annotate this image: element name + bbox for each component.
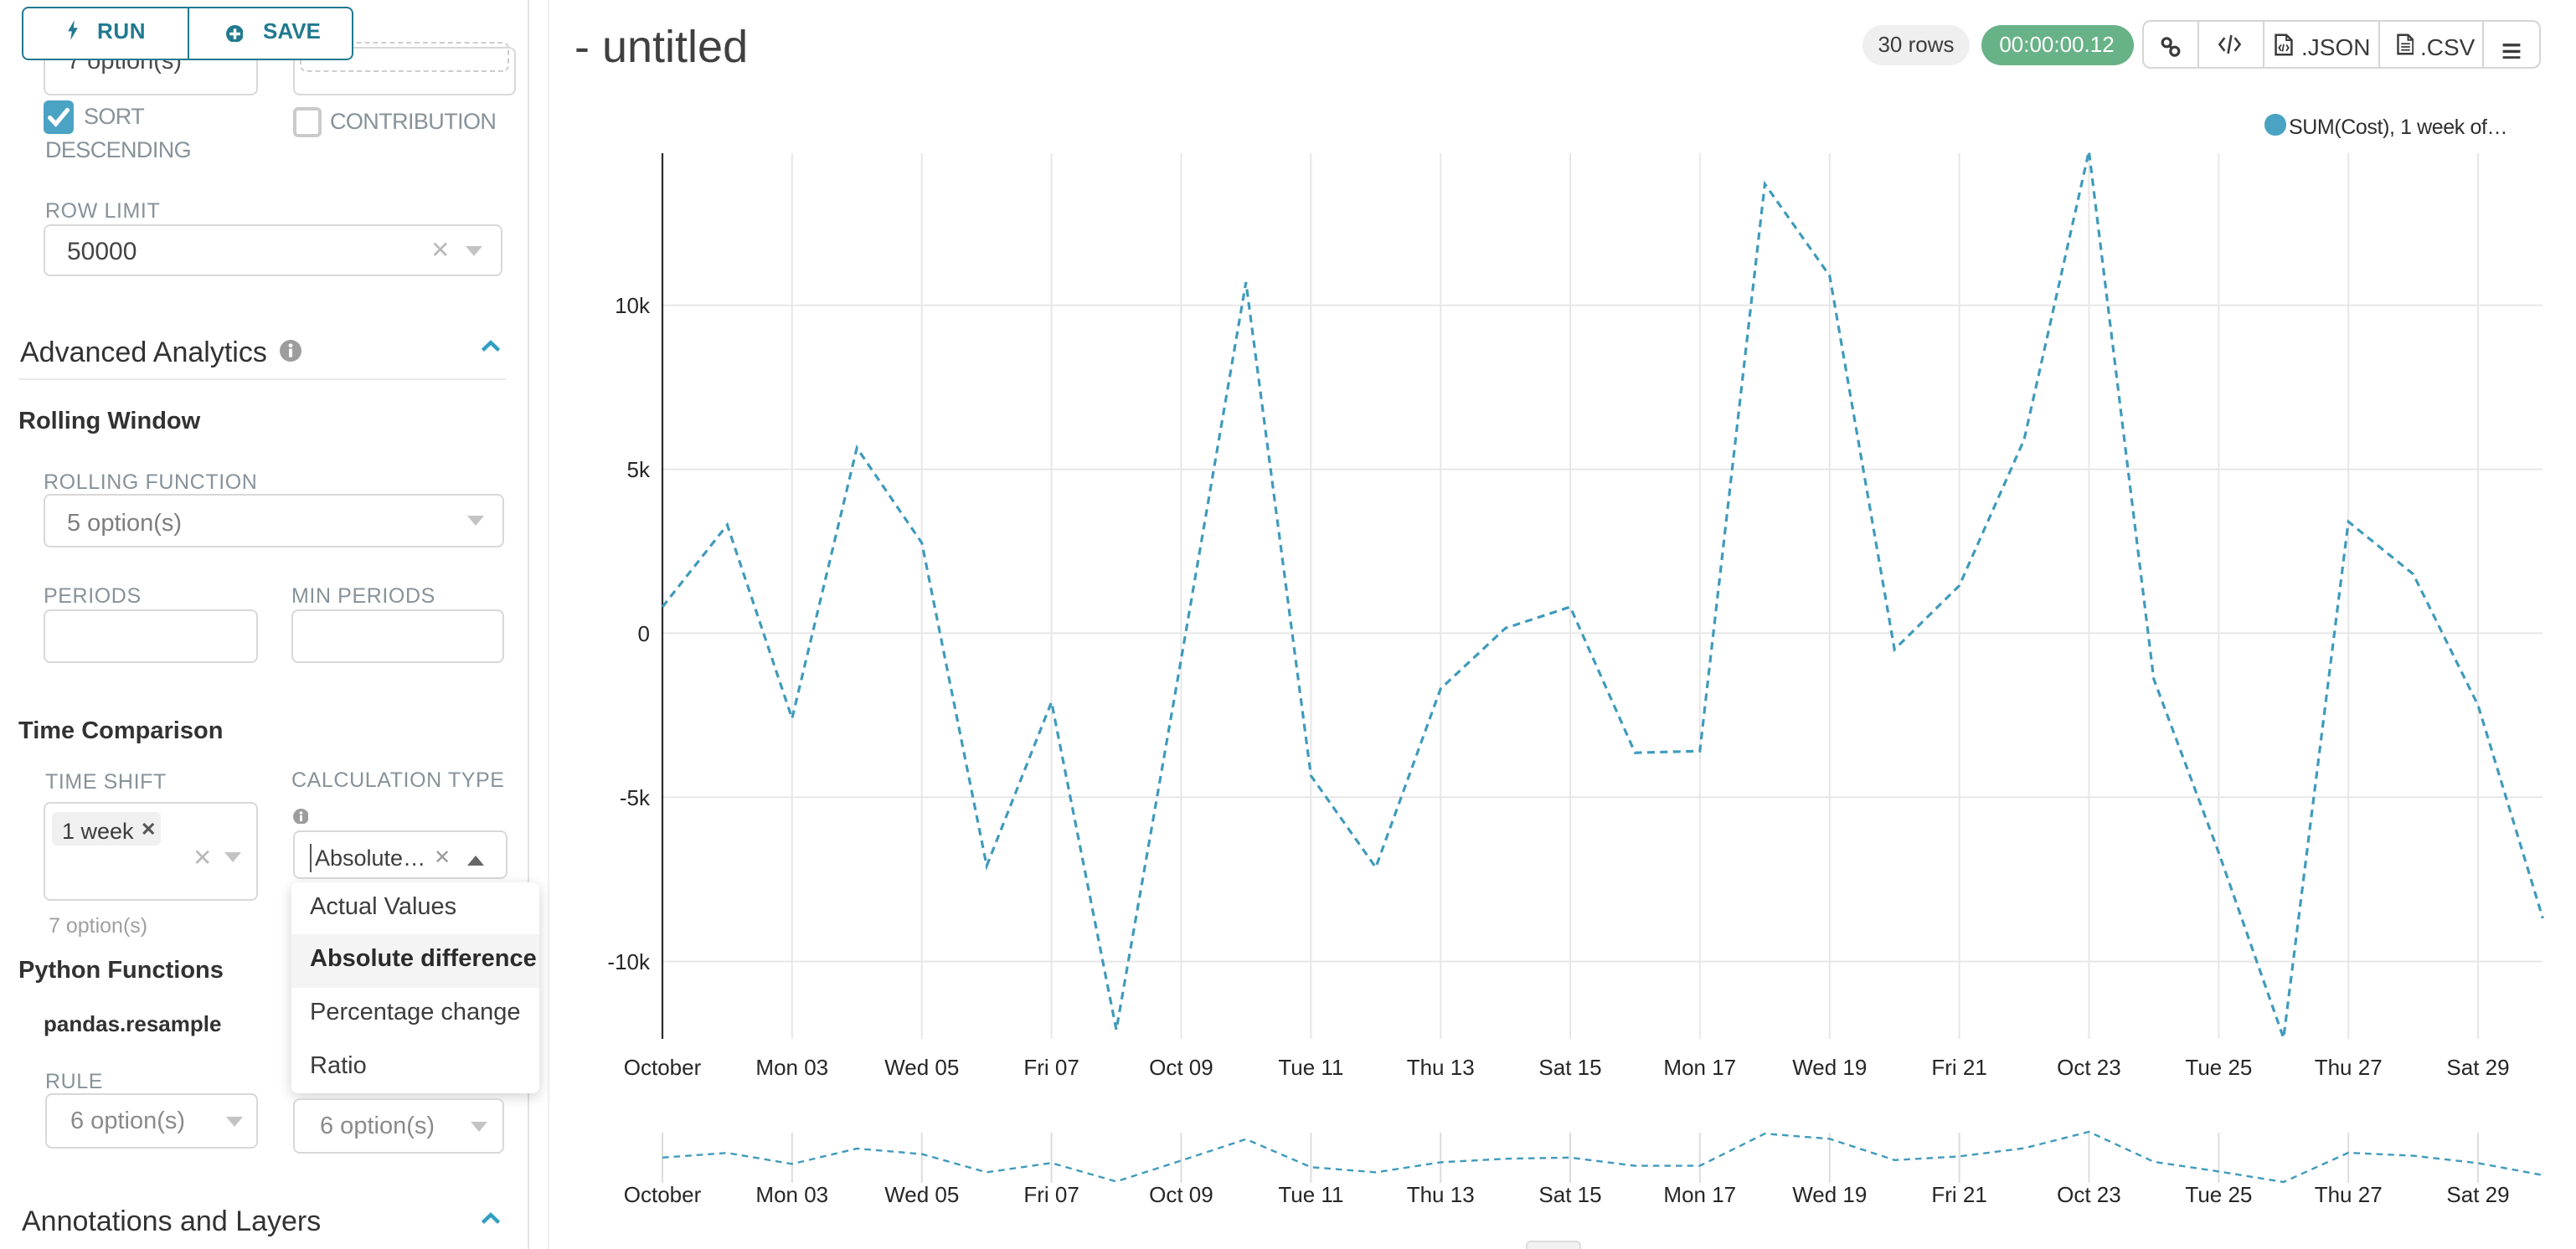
svg-text:Mon 17: Mon 17 — [1663, 1182, 1736, 1207]
svg-text:5k: 5k — [627, 457, 651, 482]
svg-text:10k: 10k — [615, 293, 651, 318]
svg-text:Sat 29: Sat 29 — [2446, 1055, 2509, 1080]
svg-text:Tue 25: Tue 25 — [2185, 1182, 2252, 1207]
svg-text:0: 0 — [638, 621, 650, 646]
svg-text:Wed 19: Wed 19 — [1792, 1182, 1867, 1207]
svg-text:Wed 05: Wed 05 — [884, 1182, 959, 1207]
svg-text:Thu 27: Thu 27 — [2315, 1182, 2383, 1207]
svg-text:Oct 23: Oct 23 — [2057, 1055, 2121, 1080]
svg-text:Wed 19: Wed 19 — [1792, 1055, 1867, 1080]
svg-text:Mon 03: Mon 03 — [755, 1182, 828, 1207]
svg-text:Fri 21: Fri 21 — [1931, 1055, 1986, 1080]
svg-text:Tue 11: Tue 11 — [1278, 1182, 1343, 1207]
svg-text:Thu 13: Thu 13 — [1407, 1055, 1475, 1080]
svg-text:Oct 23: Oct 23 — [2057, 1182, 2121, 1207]
svg-text:Fri 07: Fri 07 — [1023, 1182, 1079, 1207]
svg-text:Mon 03: Mon 03 — [755, 1055, 828, 1080]
svg-text:Oct 09: Oct 09 — [1149, 1182, 1213, 1207]
svg-text:Tue 25: Tue 25 — [2185, 1055, 2252, 1080]
svg-text:Thu 27: Thu 27 — [2315, 1055, 2383, 1080]
svg-text:Sat 15: Sat 15 — [1538, 1182, 1601, 1207]
svg-text:Mon 17: Mon 17 — [1663, 1055, 1736, 1080]
svg-text:Tue 11: Tue 11 — [1278, 1055, 1343, 1080]
svg-text:Fri 21: Fri 21 — [1931, 1182, 1986, 1207]
svg-text:Fri 07: Fri 07 — [1023, 1055, 1079, 1080]
svg-text:October: October — [624, 1182, 702, 1207]
svg-text:Thu 13: Thu 13 — [1407, 1182, 1475, 1207]
svg-text:Sat 15: Sat 15 — [1538, 1055, 1601, 1080]
svg-text:-5k: -5k — [620, 785, 651, 810]
svg-text:Oct 09: Oct 09 — [1149, 1055, 1213, 1080]
svg-text:-10k: -10k — [607, 949, 651, 974]
svg-text:Sat 29: Sat 29 — [2446, 1182, 2509, 1207]
svg-text:Wed 05: Wed 05 — [884, 1055, 959, 1080]
svg-text:October: October — [624, 1055, 702, 1080]
